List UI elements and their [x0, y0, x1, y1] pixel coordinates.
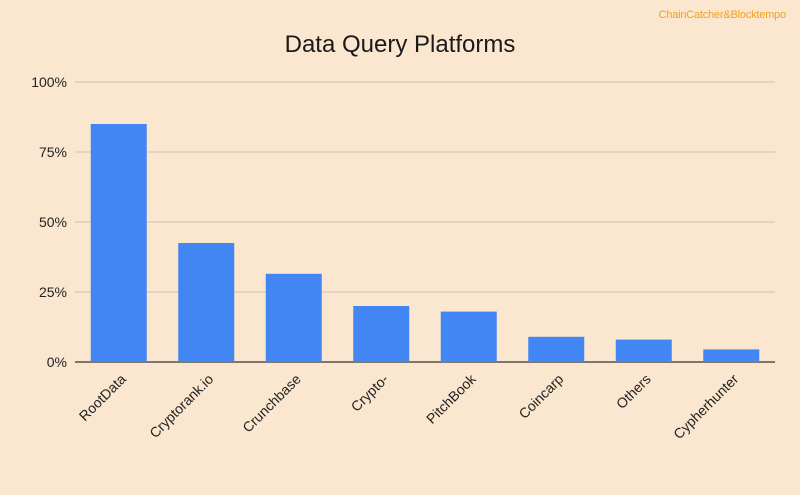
watermark: ChainCatcher&Blocktempo	[658, 9, 787, 21]
bars	[90, 124, 760, 362]
y-tick-label: 100%	[31, 74, 67, 90]
bar-cryptorank-io	[178, 243, 235, 362]
x-tick-label: Crunchbase	[239, 371, 304, 436]
y-tick-label: 0%	[47, 354, 67, 370]
x-tick-label: Cryptorank.io	[146, 371, 216, 441]
x-tick-label: Coincarp	[515, 371, 566, 422]
x-tick-label: RootData	[76, 371, 129, 424]
x-tick-label: Cypherhunter	[670, 371, 742, 443]
x-axis-ticks: RootData Cryptorank.io Crunchbase Crypto- Pi…	[76, 370, 742, 442]
bar-pitchbook	[440, 311, 497, 362]
bar-coincarp	[528, 336, 585, 362]
chart-title: Data Query Platforms	[285, 31, 516, 58]
y-axis-ticks: 0% 25% 50% 75% 100%	[31, 74, 67, 370]
bar-others	[615, 339, 672, 362]
x-tick-label: Crypto-	[348, 371, 392, 415]
x-tick-label: Others	[613, 371, 654, 412]
bar-rootdata	[90, 124, 147, 362]
y-tick-label: 75%	[39, 144, 67, 160]
y-tick-label: 50%	[39, 214, 67, 230]
bar-cypherhunter	[703, 349, 760, 362]
bar-crypto	[353, 306, 410, 362]
x-tick-label: PitchBook	[423, 370, 480, 427]
y-tick-label: 25%	[39, 284, 67, 300]
bar-crunchbase	[265, 273, 322, 362]
